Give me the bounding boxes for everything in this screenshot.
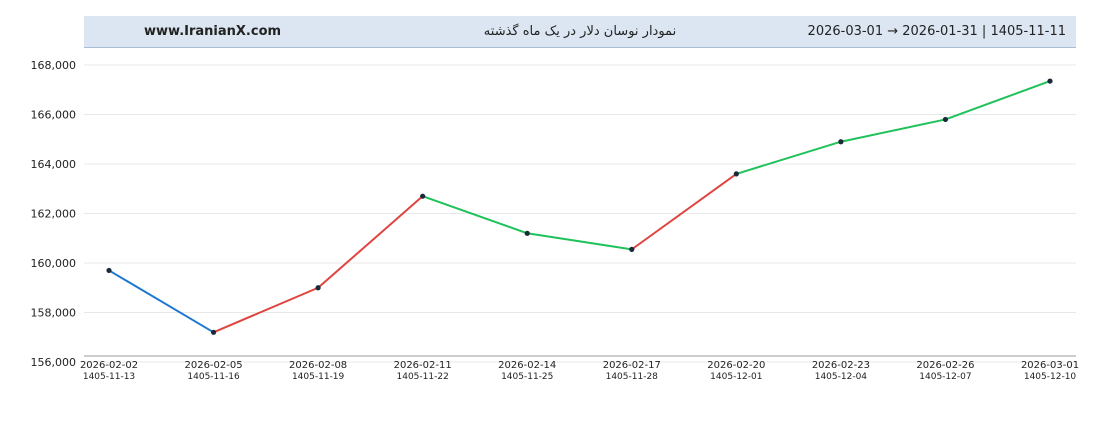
series-segment — [840, 118, 946, 143]
data-point — [1047, 78, 1053, 84]
x-tick-sublabel: 1405-12-10 — [1024, 372, 1077, 382]
data-point — [315, 285, 321, 291]
series-segment — [945, 80, 1051, 121]
y-tick-label: 156,000 — [31, 356, 77, 369]
series-segment — [527, 232, 632, 251]
data-point — [838, 139, 844, 145]
x-tick-label: 2026-02-05 — [184, 360, 242, 371]
y-tick-label: 168,000 — [31, 59, 77, 72]
y-tick-label: 164,000 — [31, 158, 77, 171]
data-point — [106, 267, 112, 274]
x-tick-sublabel: 1405-12-04 — [815, 372, 868, 382]
data-point — [420, 193, 426, 199]
date-range: 2026-03-01 → 2026-01-31 | 1405-11-11 — [807, 24, 1066, 39]
x-tick-sublabel: 1405-11-16 — [187, 372, 240, 382]
data-point — [524, 230, 530, 236]
x-tick-label: 2026-02-20 — [707, 360, 765, 371]
chart-header: www.IranianX.com نمودار نوسان دلار در یک… — [84, 16, 1076, 48]
series-segment — [317, 195, 424, 289]
x-tick-sublabel: 1405-11-25 — [501, 372, 553, 382]
x-tick-sublabel: 1405-11-28 — [606, 372, 659, 382]
x-tick-sublabel: 1405-11-22 — [397, 372, 449, 382]
series-segment — [108, 269, 215, 334]
x-tick-label: 2026-02-26 — [916, 360, 974, 371]
series-segment — [631, 173, 737, 251]
x-tick-sublabel: 1405-11-13 — [83, 372, 135, 382]
x-tick-label: 2026-02-02 — [80, 360, 138, 371]
site-name[interactable]: www.IranianX.com — [144, 24, 282, 39]
chart-title: نمودار نوسان دلار در یک ماه گذشته — [483, 24, 677, 39]
data-point — [942, 116, 949, 123]
x-tick-label: 2026-03-01 — [1021, 360, 1079, 371]
x-tick-label: 2026-02-23 — [812, 360, 870, 371]
x-tick-label: 2026-02-08 — [289, 360, 347, 371]
series-segment — [213, 286, 319, 334]
data-point — [629, 246, 635, 252]
x-tick-sublabel: 1405-12-07 — [919, 372, 971, 382]
data-point — [733, 171, 739, 177]
x-tick-sublabel: 1405-11-19 — [292, 372, 345, 382]
x-tick-label: 2026-02-14 — [498, 360, 556, 371]
x-tick-sublabel: 1405-12-01 — [710, 372, 762, 382]
y-tick-label: 158,000 — [31, 307, 77, 320]
x-tick-label: 2026-02-17 — [603, 360, 661, 371]
data-point — [210, 329, 217, 335]
y-tick-label: 162,000 — [31, 208, 77, 221]
x-tick-label: 2026-02-11 — [394, 360, 452, 371]
series-segment — [736, 140, 842, 175]
series-segment — [422, 195, 528, 235]
y-tick-label: 160,000 — [31, 257, 77, 270]
y-tick-label: 166,000 — [31, 109, 77, 122]
